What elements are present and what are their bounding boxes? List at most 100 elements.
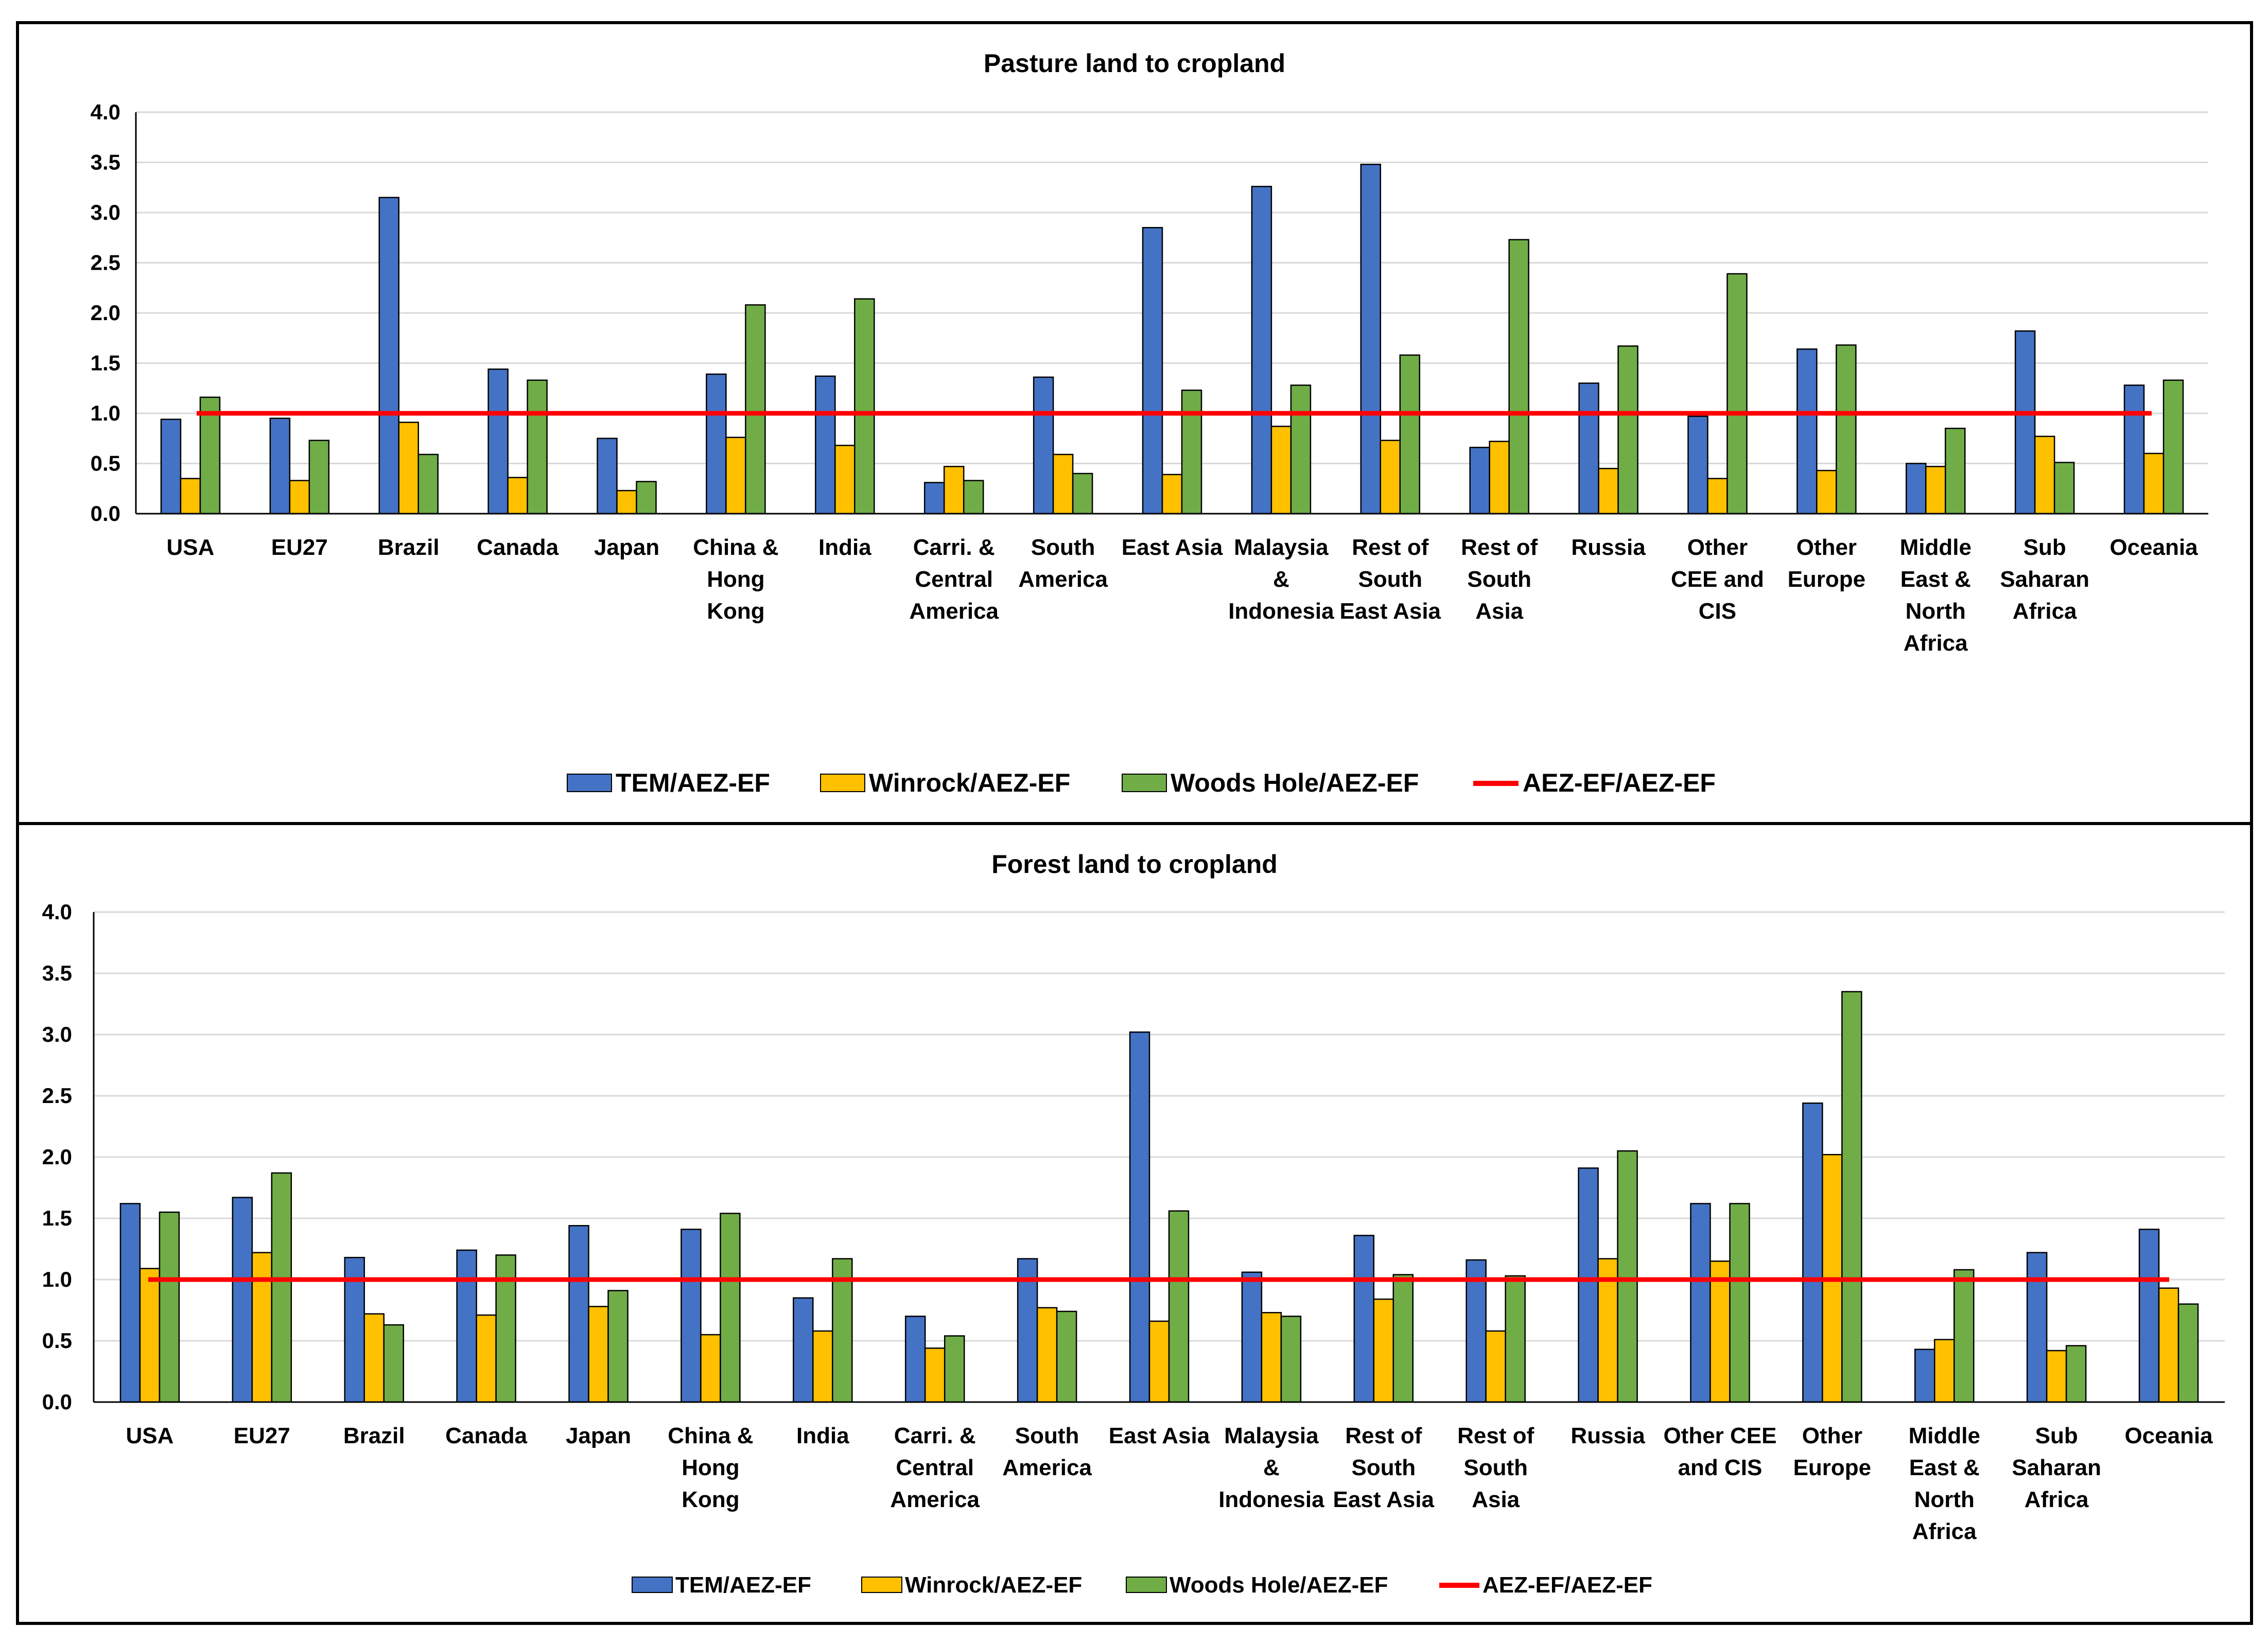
x-tick-label-line: North xyxy=(1906,599,1966,624)
x-tick-label-line: East Asia xyxy=(1109,1423,1210,1448)
legend-label-tem: TEM/AEZ-EF xyxy=(616,768,770,797)
bar-winrock-0 xyxy=(139,1268,161,1403)
x-tick-label-line: Brazil xyxy=(343,1423,405,1448)
x-tick-label-line: Rest of xyxy=(1457,1423,1534,1448)
bar-tem-0 xyxy=(160,418,182,515)
bar-winrock-3 xyxy=(476,1314,497,1403)
x-tick-label: East Asia xyxy=(1122,535,1223,560)
x-tick-label-line: Asia xyxy=(1472,1487,1520,1512)
y-tick-label: 4.0 xyxy=(42,900,72,924)
bar-woods-9 xyxy=(1168,1210,1190,1403)
x-tick-label: East Asia xyxy=(1109,1423,1210,1448)
x-tick-label: Russia xyxy=(1571,535,1646,560)
bar-woods-0 xyxy=(159,1211,180,1403)
bar-winrock-7 xyxy=(943,466,965,515)
bar-winrock-5 xyxy=(725,436,746,515)
bar-woods-15 xyxy=(1841,991,1862,1403)
bar-tem-11 xyxy=(1353,1235,1375,1403)
x-tick-label-line: Canada xyxy=(445,1423,527,1448)
x-tick-label-line: Saharan xyxy=(2000,567,2089,592)
forest-chart-panel: Forest land to cropland 0.0 0.5 1.0 1.5 2.0 2… xyxy=(42,850,2225,1598)
x-tick-label-line: Other CEE xyxy=(1663,1423,1776,1448)
bar-winrock-17 xyxy=(2034,435,2055,515)
x-tick-label: Rest of South East Asia xyxy=(1333,1423,1435,1512)
x-tick-label-line: China & xyxy=(668,1423,753,1448)
bar-woods-17 xyxy=(2053,462,2075,515)
bar-winrock-13 xyxy=(1598,468,1619,515)
pasture-chart-title: Pasture land to cropland xyxy=(984,49,1285,78)
legend-label-woods: Woods Hole/AEZ-EF xyxy=(1170,1572,1388,1598)
x-tick-label: Malaysia & Indonesia xyxy=(1218,1423,1324,1512)
bar-woods-4 xyxy=(636,481,657,515)
x-tick-label-line: Central xyxy=(915,567,993,592)
bar-tem-7 xyxy=(923,482,945,515)
bar-tem-17 xyxy=(2026,1252,2048,1403)
bar-winrock-3 xyxy=(507,477,528,515)
bar-woods-1 xyxy=(271,1172,292,1403)
bar-winrock-4 xyxy=(588,1306,609,1403)
x-tick-label-line: East & xyxy=(1900,567,1971,592)
x-tick-label: Oceania xyxy=(2109,535,2198,560)
bar-woods-2 xyxy=(383,1324,404,1403)
x-tick-label: Rest of South Asia xyxy=(1457,1423,1534,1512)
x-tick-label: Rest of South East Asia xyxy=(1340,535,1441,624)
x-tick-label-line: America xyxy=(1018,567,1108,592)
x-tick-label: Carri. & Central America xyxy=(909,535,999,624)
bar-woods-6 xyxy=(854,298,875,515)
x-tick-label-line: India xyxy=(818,535,871,560)
bar-woods-3 xyxy=(495,1254,516,1403)
bar-winrock-6 xyxy=(834,445,856,515)
x-tick-label: Russia xyxy=(1571,1423,1645,1448)
bar-woods-10 xyxy=(1290,384,1312,515)
bar-woods-2 xyxy=(417,453,439,515)
bar-woods-18 xyxy=(2177,1303,2199,1403)
bar-tem-1 xyxy=(232,1197,253,1403)
x-tick-label: India xyxy=(818,535,871,560)
bar-tem-4 xyxy=(568,1225,589,1403)
bar-winrock-7 xyxy=(924,1347,946,1403)
x-tick-label: China & Hong Kong xyxy=(668,1423,753,1512)
x-tick-label: EU27 xyxy=(234,1423,290,1448)
bar-tem-12 xyxy=(1469,447,1490,515)
y-tick-label: 4.0 xyxy=(91,100,120,124)
x-tick-label: USA xyxy=(166,535,214,560)
x-tick-label-line: South xyxy=(1467,567,1531,592)
y-tick-label: 0.5 xyxy=(42,1328,72,1353)
x-tick-label-line: Africa xyxy=(1912,1519,1977,1544)
bar-woods-16 xyxy=(1953,1269,1975,1403)
x-tick-label-line: Indonesia xyxy=(1228,599,1334,624)
bar-winrock-9 xyxy=(1148,1320,1170,1403)
bar-tem-5 xyxy=(706,373,727,515)
x-tick-label-line: Sub xyxy=(2023,535,2066,560)
bar-tem-11 xyxy=(1360,164,1382,515)
legend-label-reference: AEZ-EF/AEZ-EF xyxy=(1482,1572,1652,1598)
bar-woods-18 xyxy=(2162,379,2184,515)
bar-woods-1 xyxy=(308,440,330,515)
x-tick-label-line: Japan xyxy=(594,535,659,560)
forest-chart-legend: TEM/AEZ-EF Winrock/AEZ-EF Woods Hole/AEZ… xyxy=(632,1572,1652,1598)
y-tick-label: 1.5 xyxy=(91,351,120,375)
bar-tem-3 xyxy=(487,368,509,515)
x-tick-label-line: CIS xyxy=(1699,599,1736,624)
bar-woods-7 xyxy=(944,1335,965,1403)
bar-woods-17 xyxy=(2065,1345,2087,1403)
bar-winrock-9 xyxy=(1161,474,1183,515)
x-tick-label-line: Carri. & xyxy=(913,535,995,560)
bar-tem-16 xyxy=(1914,1349,1935,1403)
x-tick-label-line: and CIS xyxy=(1678,1455,1763,1480)
x-tick-label: Other CEE and CIS xyxy=(1671,535,1764,624)
legend-swatch-winrock xyxy=(820,774,865,792)
x-tick-label-line: USA xyxy=(166,535,214,560)
y-tick-label: 0.0 xyxy=(42,1390,72,1414)
bar-tem-4 xyxy=(597,437,618,515)
x-tick-label-line: America xyxy=(890,1487,980,1512)
bar-woods-13 xyxy=(1617,1150,1638,1403)
y-tick-label: 2.0 xyxy=(91,301,120,325)
x-tick-label-line: Brazil xyxy=(378,535,440,560)
x-tick-label-line: USA xyxy=(126,1423,173,1448)
bar-tem-18 xyxy=(2123,384,2145,515)
x-tick-label-line: CEE and xyxy=(1671,567,1764,592)
bar-woods-11 xyxy=(1399,354,1421,515)
x-tick-label: Japan xyxy=(594,535,659,560)
bar-woods-13 xyxy=(1617,345,1638,515)
